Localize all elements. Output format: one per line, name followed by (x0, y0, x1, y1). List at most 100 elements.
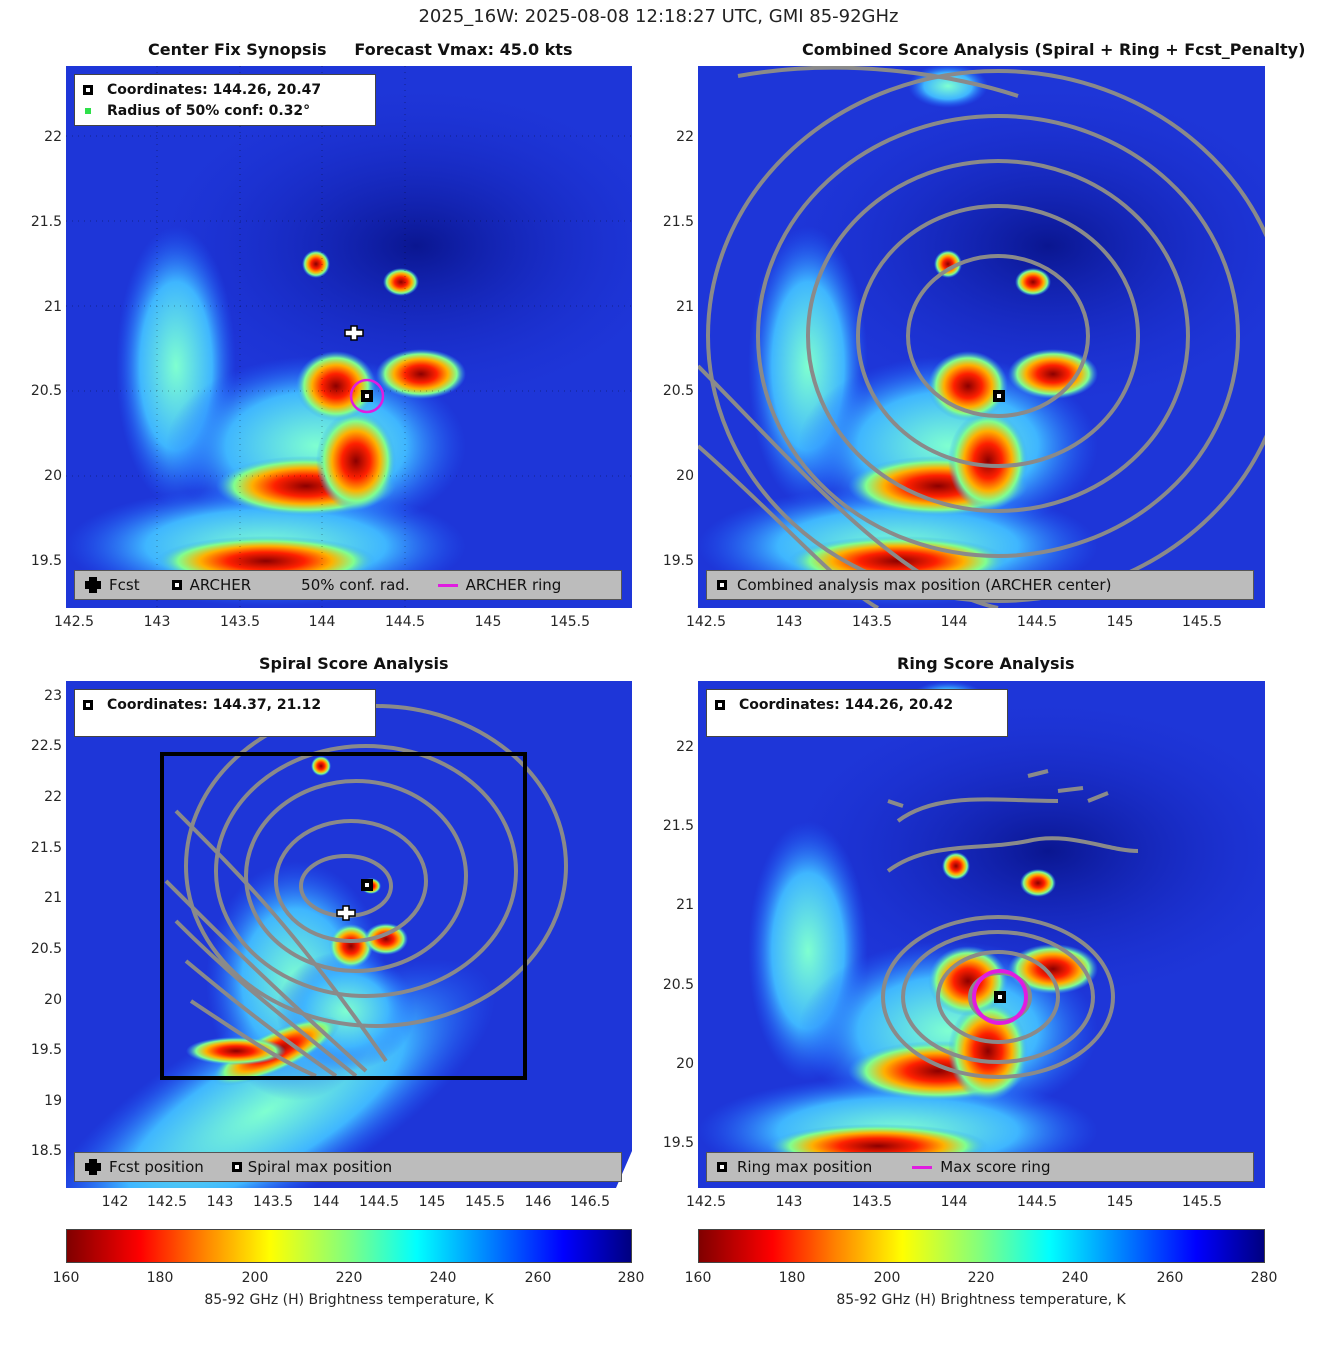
bl-xtick: 142.5 (146, 1194, 188, 1210)
spiral-coordinates-text: Coordinates: 144.37, 21.12 (107, 696, 322, 713)
spiral-info-box: Coordinates: 144.37, 21.12 (74, 689, 376, 737)
cbar-right-tick: 280 (1250, 1270, 1278, 1286)
tl-xtick: 145 (474, 614, 502, 630)
combined-legend: Combined analysis max position (ARCHER c… (706, 570, 1254, 600)
cbar-left-tick: 220 (335, 1270, 363, 1286)
bl-ytick: 20.5 (30, 941, 62, 957)
combined-score-heatmap (698, 66, 1265, 608)
tl-ytick: 21.5 (30, 214, 62, 230)
spiral-score-plot: Coordinates: 144.37, 21.12 Fcst position… (66, 681, 632, 1188)
br-ytick: 20 (676, 1056, 694, 1072)
bl-xtick: 142 (101, 1194, 129, 1210)
tr-ytick: 22 (676, 129, 694, 145)
panel-title-center-fix: Center Fix Synopsis Forecast Vmax: 45.0 … (148, 40, 573, 59)
bl-xtick: 144 (312, 1194, 340, 1210)
tl-xtick: 145.5 (549, 614, 591, 630)
square-marker-icon (171, 580, 182, 590)
br-xtick: 143 (775, 1194, 803, 1210)
square-marker-icon (231, 1162, 242, 1172)
cbar-left-tick: 260 (524, 1270, 552, 1286)
tl-ytick: 20 (44, 468, 62, 484)
tl-xtick: 142.5 (53, 614, 95, 630)
tr-ytick: 20.5 (662, 383, 694, 399)
center-fix-heatmap (66, 66, 632, 608)
bl-ytick: 23 (44, 688, 62, 704)
ring-score-plot: Coordinates: 144.26, 20.42 Ring max posi… (698, 681, 1265, 1188)
panel-title-ring: Ring Score Analysis (897, 654, 1075, 673)
spiral-score-heatmap (66, 681, 632, 1188)
tr-xtick: 143.5 (851, 614, 893, 630)
spiral-fcst-marker (336, 905, 356, 921)
tr-ytick: 21.5 (662, 214, 694, 230)
colorbar-left (66, 1229, 632, 1263)
tl-ytick: 21 (44, 299, 62, 315)
cbar-left-tick: 180 (146, 1270, 174, 1286)
cbar-right-tick: 260 (1156, 1270, 1184, 1286)
tl-ytick: 19.5 (30, 553, 62, 569)
bl-xtick: 146 (524, 1194, 552, 1210)
figure-title: 2025_16W: 2025-08-08 12:18:27 UTC, GMI 8… (418, 6, 899, 27)
bl-xtick: 143.5 (252, 1194, 294, 1210)
cbar-right-tick: 180 (778, 1270, 806, 1286)
cbar-left-label: 85-92 GHz (H) Brightness temperature, K (204, 1292, 494, 1308)
br-ytick: 21 (676, 897, 694, 913)
br-ytick: 22 (676, 739, 694, 755)
ring-score-heatmap (698, 681, 1265, 1188)
cbar-right-tick: 220 (967, 1270, 995, 1286)
search-box (160, 752, 527, 1080)
cbar-left-tick: 200 (241, 1270, 269, 1286)
bl-ytick: 19.5 (30, 1042, 62, 1058)
fcst-position-marker (344, 325, 364, 341)
ring-legend: Ring max position Max score ring (706, 1152, 1254, 1182)
bl-ytick: 21 (44, 890, 62, 906)
bl-xtick: 146.5 (569, 1194, 611, 1210)
bl-ytick: 22.5 (30, 738, 62, 754)
tr-xtick: 142.5 (685, 614, 727, 630)
combined-score-plot: Combined analysis max position (ARCHER c… (698, 66, 1265, 608)
colorbar-right (698, 1229, 1265, 1263)
br-ytick: 21.5 (662, 818, 694, 834)
br-xtick: 144 (940, 1194, 968, 1210)
br-xtick: 144.5 (1016, 1194, 1058, 1210)
plus-marker-icon (85, 1159, 101, 1175)
panel-title-combined: Combined Score Analysis (Spiral + Ring +… (802, 40, 1306, 59)
bl-ytick: 20 (44, 992, 62, 1008)
tr-ytick: 20 (676, 468, 694, 484)
tr-ytick: 21 (676, 299, 694, 315)
cbar-left-tick: 240 (429, 1270, 457, 1286)
bl-ytick: 18.5 (30, 1143, 62, 1159)
cbar-right-tick: 240 (1061, 1270, 1089, 1286)
cbar-right-tick: 160 (684, 1270, 712, 1286)
bl-ytick: 21.5 (30, 840, 62, 856)
coordinates-text: Coordinates: 144.26, 20.47 (107, 81, 322, 98)
cbar-left-tick: 280 (617, 1270, 645, 1286)
bl-xtick: 145.5 (464, 1194, 506, 1210)
cbar-right-label: 85-92 GHz (H) Brightness temperature, K (836, 1292, 1126, 1308)
square-marker-icon (717, 580, 727, 590)
tl-xtick: 144 (308, 614, 336, 630)
tl-xtick: 143.5 (219, 614, 261, 630)
bl-xtick: 144.5 (358, 1194, 400, 1210)
tr-xtick: 144 (940, 614, 968, 630)
br-xtick: 143.5 (851, 1194, 893, 1210)
spiral-legend: Fcst position Spiral max position (74, 1152, 622, 1182)
tl-xtick: 144.5 (384, 614, 426, 630)
square-marker-icon (717, 1162, 727, 1172)
cbar-left-tick: 160 (52, 1270, 80, 1286)
tr-xtick: 143 (775, 614, 803, 630)
ring-coordinates-text: Coordinates: 144.26, 20.42 (739, 696, 954, 713)
tr-ytick: 19.5 (662, 553, 694, 569)
tr-xtick: 145.5 (1181, 614, 1223, 630)
tl-ytick: 22 (44, 129, 62, 145)
center-fix-info-box: Coordinates: 144.26, 20.47 Radius of 50%… (74, 74, 376, 126)
tl-xtick: 143 (143, 614, 171, 630)
tr-xtick: 144.5 (1016, 614, 1058, 630)
ring-contours (881, 769, 1139, 1079)
bl-ytick: 22 (44, 789, 62, 805)
plus-marker-icon (85, 577, 101, 593)
br-ytick: 19.5 (662, 1135, 694, 1151)
conf-radius-text: Radius of 50% conf: 0.32° (107, 102, 311, 119)
bl-ytick: 19 (44, 1093, 62, 1109)
bl-xtick: 143 (206, 1194, 234, 1210)
ring-info-box: Coordinates: 144.26, 20.42 (706, 689, 1008, 737)
